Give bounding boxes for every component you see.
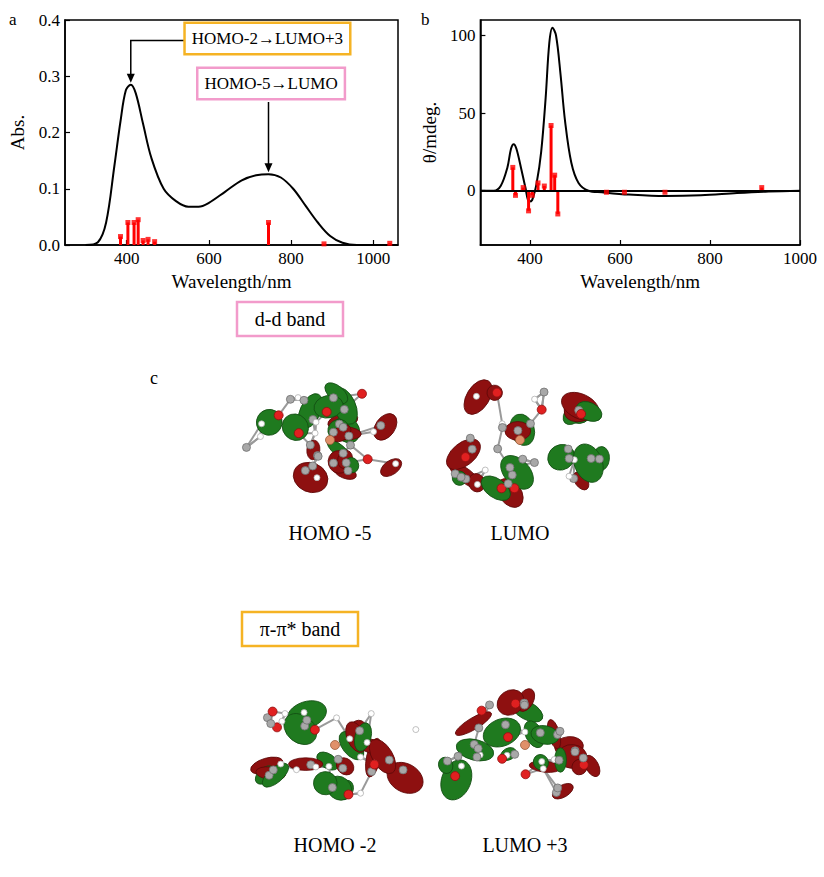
svg-text:0.3: 0.3 <box>39 67 60 86</box>
svg-text:0: 0 <box>467 181 476 200</box>
svg-text:Wavelength/nm: Wavelength/nm <box>580 271 700 292</box>
svg-text:a: a <box>9 10 17 29</box>
svg-text:800: 800 <box>697 249 723 268</box>
svg-text:HOMO-2→LUMO+3: HOMO-2→LUMO+3 <box>192 29 343 48</box>
svg-text:π-π* band: π-π* band <box>260 618 341 640</box>
svg-text:0.1: 0.1 <box>39 179 60 198</box>
svg-text:0.4: 0.4 <box>39 11 61 30</box>
svg-text:HOMO-5→LUMO: HOMO-5→LUMO <box>205 74 338 93</box>
svg-text:100: 100 <box>450 26 476 45</box>
svg-text:600: 600 <box>196 249 222 268</box>
svg-text:HOMO -5: HOMO -5 <box>289 522 372 544</box>
svg-text:0.0: 0.0 <box>39 236 60 255</box>
svg-text:d-d band: d-d band <box>255 308 326 330</box>
svg-text:LUMO +3: LUMO +3 <box>482 834 567 856</box>
svg-text:400: 400 <box>517 249 543 268</box>
svg-text:Abs.: Abs. <box>7 115 28 150</box>
svg-text:1000: 1000 <box>356 249 390 268</box>
svg-text:θ/mdeg.: θ/mdeg. <box>419 102 440 163</box>
svg-text:Wavelength/nm: Wavelength/nm <box>172 271 292 292</box>
svg-text:800: 800 <box>278 249 304 268</box>
svg-text:LUMO: LUMO <box>491 522 550 544</box>
svg-text:50: 50 <box>458 104 475 123</box>
svg-text:c: c <box>150 368 158 388</box>
svg-text:HOMO -2: HOMO -2 <box>294 834 377 856</box>
svg-text:0.2: 0.2 <box>39 123 60 142</box>
svg-text:b: b <box>421 10 430 29</box>
svg-text:1000: 1000 <box>783 249 817 268</box>
svg-text:400: 400 <box>114 249 140 268</box>
svg-text:600: 600 <box>607 249 633 268</box>
